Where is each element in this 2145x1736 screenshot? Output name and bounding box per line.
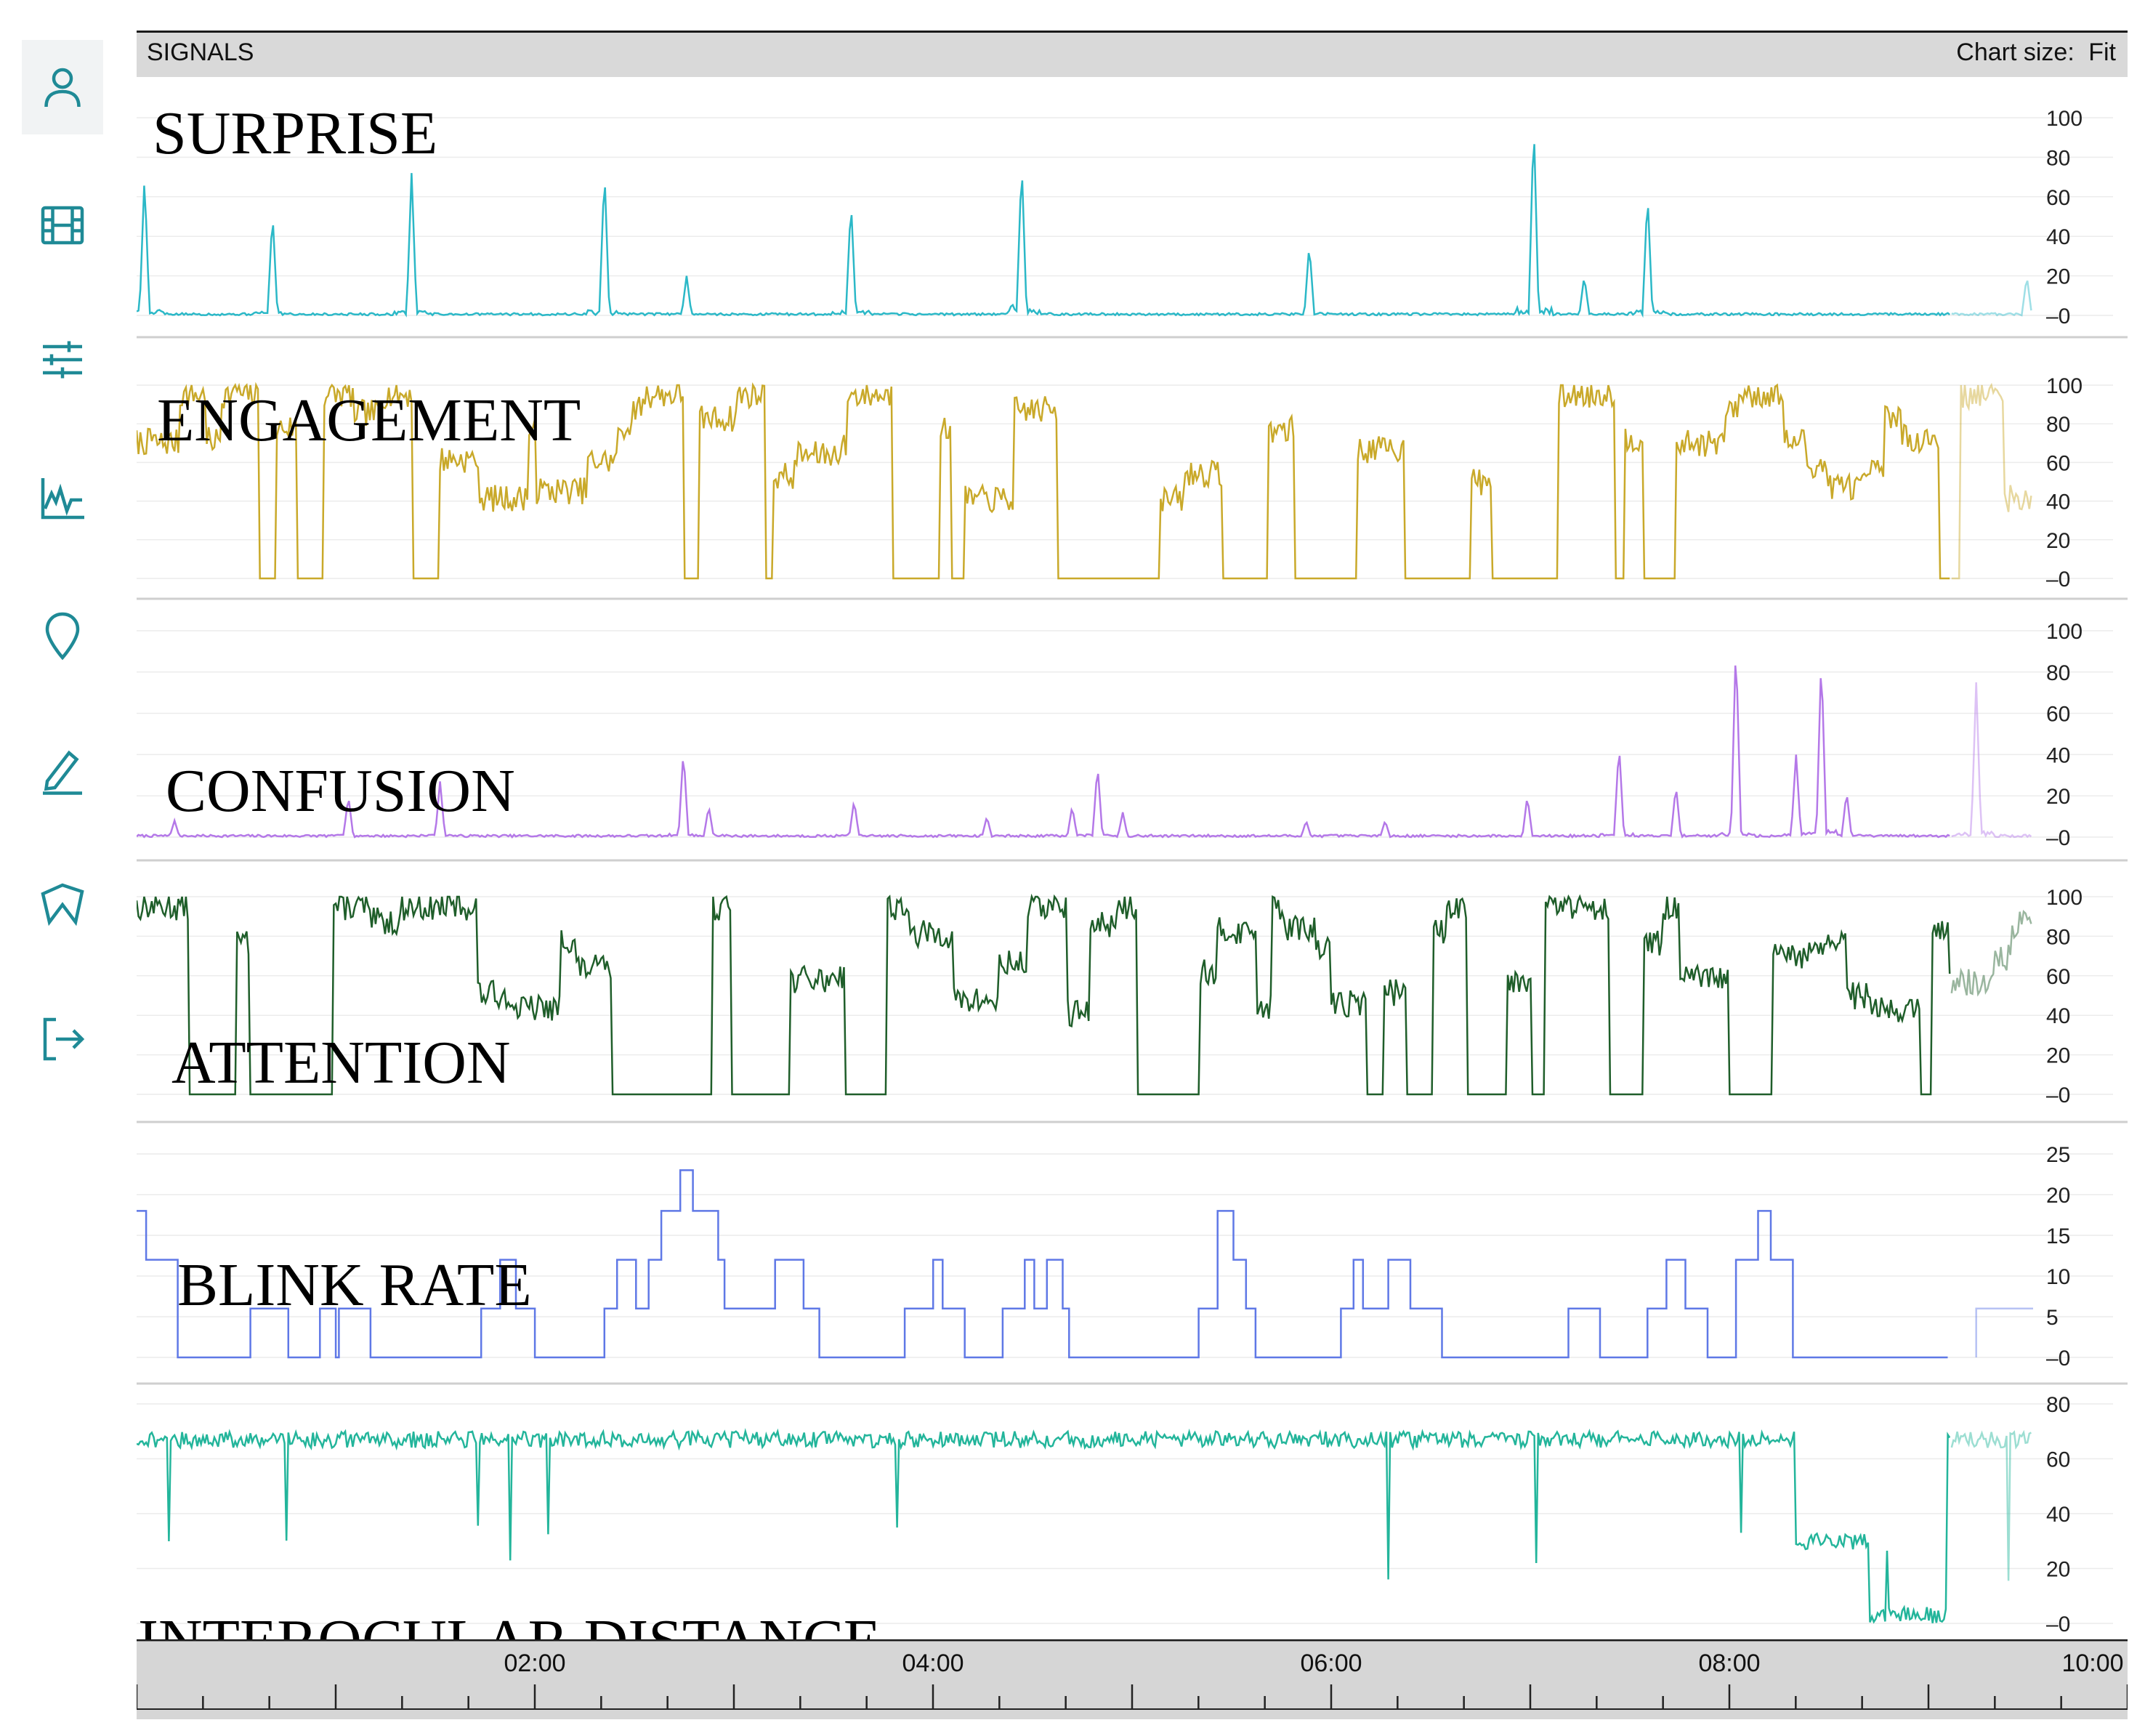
y-tick-label: 60 [2046, 186, 2070, 210]
chart-engagement[interactable]: 100 80 60 40 20 –0 ENGAGEMENT [137, 339, 2128, 600]
series-line-faded [1975, 1307, 2033, 1357]
y-tick-label: 25 [2046, 1143, 2070, 1167]
series-line [137, 893, 1951, 1096]
series-line-faded [1950, 909, 2032, 997]
y-tick-label: 60 [2046, 1448, 2070, 1472]
chart-blink-rate[interactable]: 25 20 15 10 5 –0 BLINK RATE [137, 1123, 2128, 1385]
series-line-faded [1951, 382, 2032, 580]
chart-label: SURPRISE [153, 100, 437, 167]
map-pin-icon [45, 612, 80, 661]
nav-settings-button[interactable] [22, 312, 103, 407]
y-tick-label: –0 [2046, 1083, 2070, 1107]
line-chart-icon [41, 478, 84, 520]
time-label: 02:00 [504, 1650, 565, 1677]
y-tick-label: 80 [2046, 146, 2070, 170]
y-tick-label: 100 [2046, 107, 2083, 131]
chart-label: CONFUSION [166, 757, 515, 825]
series-line [137, 1169, 1948, 1359]
time-ticks: 02:00 04:00 06:00 08:00 10:00 [137, 1650, 2128, 1710]
y-tick-label: 60 [2046, 451, 2070, 475]
panel-title: SIGNALS [147, 39, 254, 66]
nav-video-button[interactable] [22, 178, 103, 272]
chart-attention[interactable]: 100 80 60 40 20 –0 ATTENTION [137, 862, 2128, 1123]
series-line [137, 1428, 1951, 1624]
y-tick-label: 100 [2046, 620, 2083, 644]
time-label: 04:00 [902, 1650, 964, 1677]
y-tick-label: 40 [2046, 490, 2070, 514]
y-tick-label: –0 [2046, 1347, 2070, 1370]
nav-signals-button[interactable] [22, 451, 103, 545]
y-tick-label: 40 [2046, 743, 2070, 767]
chart-size-control[interactable]: Chart size: Fit [1956, 39, 2116, 67]
chart-size-value[interactable]: Fit [2088, 39, 2116, 66]
signals-header: SIGNALS Chart size: Fit [137, 31, 2128, 77]
y-tick-label: 60 [2046, 965, 2070, 989]
y-tick-label: 20 [2046, 785, 2070, 809]
y-tick-label: 100 [2046, 374, 2083, 398]
series-line [137, 381, 1950, 580]
chart-label: INTEROCULAR DISTANCE [138, 1607, 881, 1639]
y-tick-label: 40 [2046, 1004, 2070, 1028]
nav-edit-button[interactable] [22, 723, 103, 817]
chart-label: ATTENTION [171, 1029, 511, 1097]
nav-map-button[interactable] [22, 857, 103, 952]
chart-interocular-distance[interactable]: 80 60 40 20 –0 INTEROCULAR DISTANCE [137, 1385, 2128, 1639]
series-line [137, 144, 1951, 318]
time-axis[interactable]: 02:00 04:00 06:00 08:00 10:00 [137, 1639, 2128, 1719]
map-icon [41, 883, 84, 926]
y-tick-label: –0 [2046, 568, 2070, 592]
y-tick-label: 80 [2046, 925, 2070, 949]
nav-location-button[interactable] [22, 589, 103, 683]
y-tick-label: –0 [2046, 304, 2070, 328]
y-tick-label: 60 [2046, 703, 2070, 727]
series-line-faded [1951, 682, 2032, 839]
y-tick-label: 20 [2046, 1044, 2070, 1068]
y-tick-label: 80 [2046, 413, 2070, 437]
y-tick-label: 40 [2046, 225, 2070, 249]
y-tick-label: 20 [2046, 1184, 2070, 1208]
series-line-faded [1951, 280, 2032, 317]
time-label: 10:00 [2061, 1650, 2123, 1677]
series-line-faded [1950, 1429, 2032, 1581]
user-icon [44, 68, 81, 108]
logout-icon [43, 1017, 85, 1061]
nav-user-button[interactable] [22, 40, 103, 134]
time-label: 08:00 [1698, 1650, 1760, 1677]
y-tick-label: 20 [2046, 1558, 2070, 1582]
chart-size-label: Chart size: [1956, 39, 2075, 66]
y-tick-label: 100 [2046, 886, 2083, 910]
nav-logout-button[interactable] [22, 992, 103, 1086]
chart-confusion[interactable]: 100 80 60 40 20 –0 CONFUSION [137, 600, 2128, 862]
y-tick-label: –0 [2046, 826, 2070, 850]
film-icon [41, 206, 84, 245]
y-tick-label: –0 [2046, 1612, 2070, 1636]
pencil-icon [43, 750, 82, 795]
time-label: 06:00 [1300, 1650, 1362, 1677]
y-tick-label: 15 [2046, 1224, 2070, 1248]
nav-rail [0, 0, 137, 1736]
charts-area: 100 80 60 40 20 –0 SURPRISE 100 80 60 40 20 –0 ENGAGE… [137, 77, 2128, 1639]
y-tick-label: 5 [2046, 1306, 2059, 1330]
y-tick-label: 80 [2046, 661, 2070, 685]
sliders-icon [43, 341, 82, 379]
y-tick-label: 40 [2046, 1503, 2070, 1527]
chart-surprise[interactable]: 100 80 60 40 20 –0 SURPRISE [137, 77, 2128, 339]
y-tick-label: 20 [2046, 529, 2070, 553]
y-tick-label: 20 [2046, 265, 2070, 289]
chart-label: ENGAGEMENT [157, 387, 581, 454]
chart-label: BLINK RATE [177, 1251, 532, 1319]
y-tick-label: 80 [2046, 1393, 2070, 1417]
y-tick-label: 10 [2046, 1265, 2070, 1289]
series-line [137, 665, 1950, 839]
